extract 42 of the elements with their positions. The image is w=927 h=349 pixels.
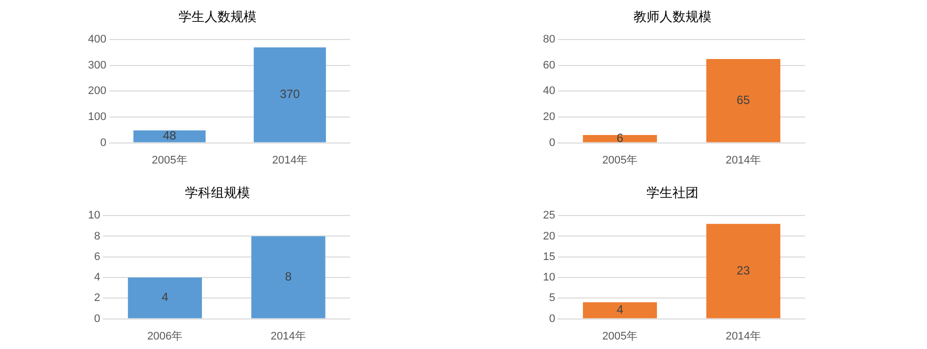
y-tick-label: 15 <box>542 250 556 263</box>
chart-title: 学生人数规模 <box>178 10 256 26</box>
y-tick-label: 60 <box>542 59 556 72</box>
y-tick-label: 25 <box>542 210 556 222</box>
y-tick-label: 0 <box>549 312 556 325</box>
y-tick-label: 10 <box>542 272 556 284</box>
y-tick-label: 40 <box>542 85 556 98</box>
y-tick-label: 80 <box>542 34 556 46</box>
x-tick-label: 2014年 <box>272 154 308 166</box>
y-tick-label: 20 <box>542 230 556 242</box>
data-label: 6 <box>616 130 624 145</box>
data-label: 65 <box>736 92 750 107</box>
y-tick-label: 4 <box>94 272 100 284</box>
y-tick-label: 200 <box>88 85 106 98</box>
y-tick-label: 10 <box>88 210 100 222</box>
data-label: 8 <box>284 270 292 284</box>
y-tick-label: 20 <box>542 111 556 124</box>
y-tick-label: 400 <box>88 34 106 46</box>
x-tick-label: 2014年 <box>726 154 762 166</box>
chart-title: 学生社团 <box>646 186 698 202</box>
x-tick-label: 2014年 <box>726 330 762 342</box>
y-tick-label: 0 <box>549 136 556 149</box>
y-tick-label: 6 <box>94 250 100 263</box>
y-tick-label: 0 <box>94 312 100 325</box>
x-tick-label: 2006年 <box>147 330 183 342</box>
data-label: 48 <box>162 128 177 143</box>
data-label: 4 <box>616 302 624 317</box>
chart-title: 学科组规模 <box>185 186 250 202</box>
data-label: 4 <box>162 290 169 304</box>
y-tick-label: 8 <box>94 230 100 242</box>
x-tick-label: 2005年 <box>602 330 638 342</box>
x-tick-label: 2005年 <box>602 154 638 166</box>
data-label: 370 <box>280 87 300 102</box>
y-tick-label: 300 <box>88 59 106 72</box>
y-tick-label: 0 <box>100 136 106 149</box>
x-tick-label: 2014年 <box>270 330 306 342</box>
x-tick-label: 2005年 <box>152 154 188 166</box>
data-label: 23 <box>736 263 750 278</box>
y-tick-label: 100 <box>88 111 106 124</box>
chart-title: 教师人数规模 <box>634 10 712 26</box>
y-tick-label: 5 <box>549 292 556 304</box>
y-tick-label: 2 <box>94 292 100 304</box>
